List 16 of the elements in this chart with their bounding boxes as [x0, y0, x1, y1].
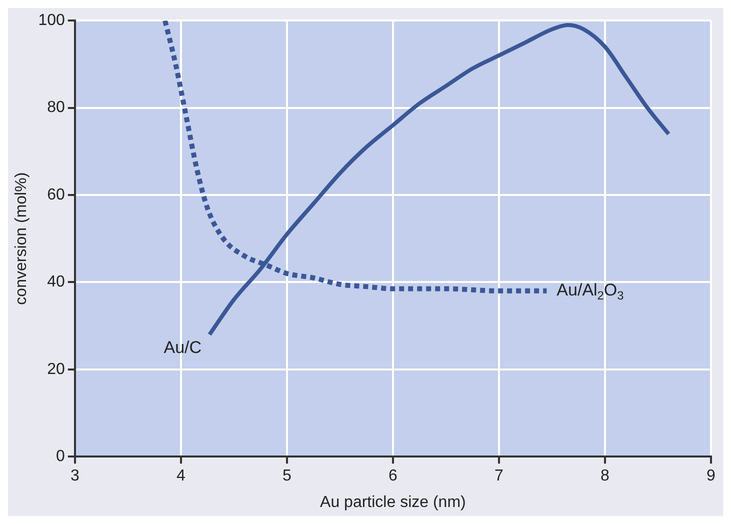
y-tick-label: 0 [56, 448, 65, 466]
y-axis-title: conversion (mol%) [13, 172, 30, 305]
x-tick-label: 8 [600, 468, 610, 485]
x-tick-label: 9 [706, 468, 716, 485]
x-tick-label: 3 [70, 468, 80, 485]
x-tick-label: 4 [176, 468, 186, 485]
x-tick-label: 5 [282, 468, 292, 485]
x-tick-label: 6 [388, 468, 398, 485]
y-tick-label: 60 [47, 186, 65, 204]
series-label: Au/C [164, 338, 202, 358]
x-tick-label: 7 [494, 468, 504, 485]
y-tick-label: 80 [47, 99, 65, 116]
x-axis-title: Au particle size (nm) [320, 494, 466, 511]
y-tick-label: 100 [38, 12, 65, 30]
y-tick-label: 40 [47, 274, 65, 291]
y-tick-label: 20 [47, 360, 65, 378]
